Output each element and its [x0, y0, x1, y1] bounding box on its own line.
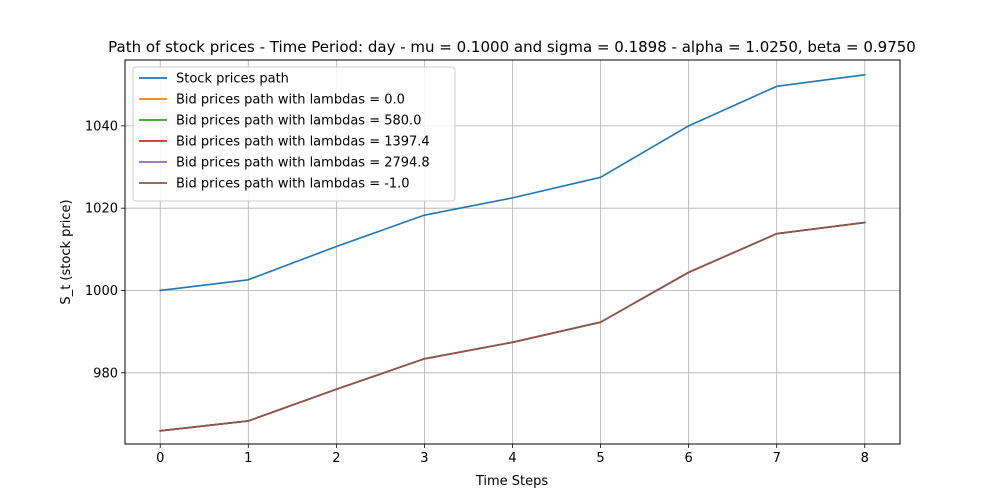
series-line-0: [159, 73, 866, 292]
y-tick-label: 1000: [85, 284, 118, 299]
legend-label-3: Bid prices path with lambdas = 1397.4: [176, 135, 430, 150]
y-tick-label: 1020: [85, 202, 118, 217]
plot-lines: [159, 73, 866, 432]
chart-title: Path of stock prices - Time Period: day …: [108, 38, 916, 56]
x-tick-label: 0: [156, 451, 164, 466]
series-line-5: [159, 221, 866, 432]
y-tick-label: 1040: [85, 119, 118, 134]
x-tick-label: 5: [596, 451, 604, 466]
y-axis-label: S_t (stock price): [59, 199, 74, 304]
x-tick-label: 3: [420, 451, 428, 466]
axes-ticks: 0 1 2 3 4 5 6 7 8 980 1000 1020 1040: [85, 119, 869, 466]
x-tick-label: 8: [861, 451, 869, 466]
legend-label-5: Bid prices path with lambdas = -1.0: [176, 177, 410, 192]
x-tick-label: 4: [508, 451, 516, 466]
legend: Stock prices path Bid prices path with la…: [132, 66, 456, 202]
x-tick-label: 1: [244, 451, 252, 466]
legend-label-0: Stock prices path: [176, 72, 289, 87]
x-axis-label: Time Steps: [475, 474, 549, 489]
x-tick-label: 2: [332, 451, 340, 466]
legend-label-2: Bid prices path with lambdas = 580.0: [176, 114, 421, 129]
x-tick-label: 7: [773, 451, 781, 466]
legend-label-4: Bid prices path with lambdas = 2794.8: [176, 156, 430, 171]
legend-label-1: Bid prices path with lambdas = 0.0: [176, 93, 405, 108]
x-tick-label: 6: [684, 451, 692, 466]
y-tick-label: 980: [93, 366, 118, 381]
legend-box: [132, 66, 456, 202]
